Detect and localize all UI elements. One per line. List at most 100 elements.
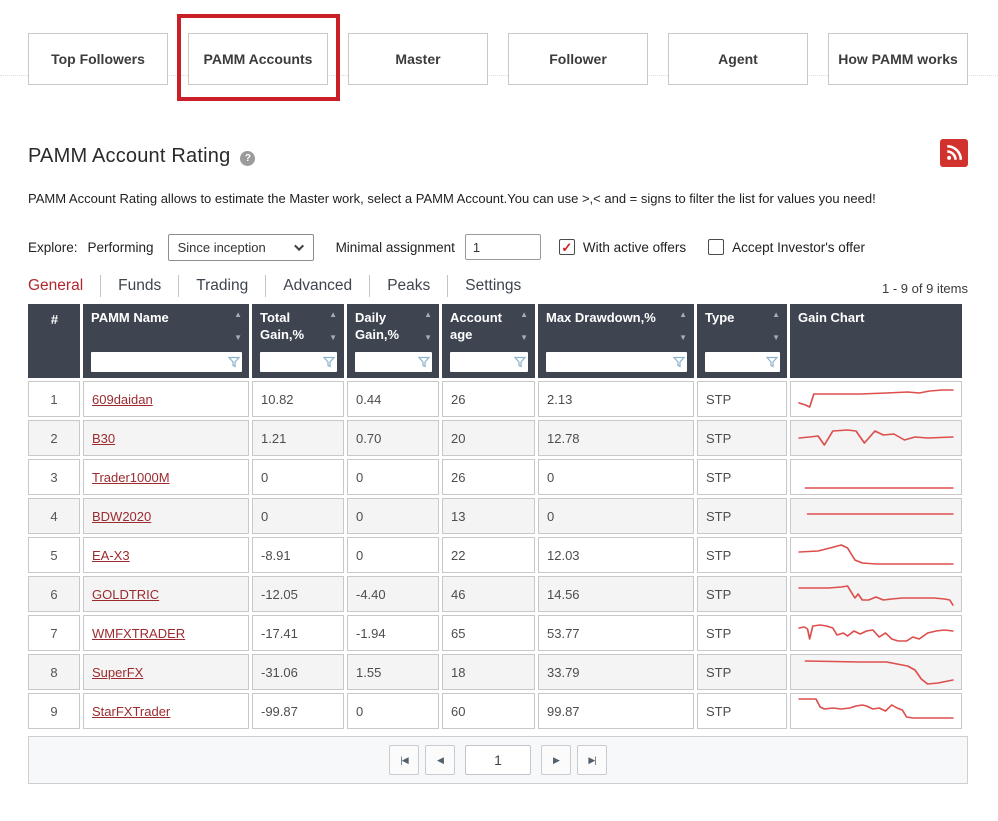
top-nav: Top Followers PAMM Accounts Master Follo… <box>0 14 998 101</box>
first-page-button[interactable]: |◀ <box>389 745 419 775</box>
row-index: 5 <box>28 537 80 573</box>
items-count: 1 - 9 of 9 items <box>882 281 968 296</box>
rss-feed-icon[interactable] <box>940 139 968 167</box>
type-cell: STP <box>697 498 787 534</box>
nav-master-button[interactable]: Master <box>348 33 488 85</box>
sort-arrows-icon[interactable]: ▲ ▼ <box>679 310 687 342</box>
tab-funds[interactable]: Funds <box>100 275 178 297</box>
type-cell: STP <box>697 615 787 651</box>
pamm-name-cell: B30 <box>83 420 249 456</box>
account-age-cell: 13 <box>442 498 535 534</box>
daily-gain-filter-input[interactable] <box>355 352 432 372</box>
with-active-offers-checkbox[interactable]: ✓ With active offers <box>558 239 687 255</box>
column-header-account-age[interactable]: Account age ▲ ▼ <box>442 304 535 378</box>
table-row: 3 Trader1000M 0 0 26 0 STP <box>28 459 962 495</box>
help-icon[interactable]: ? <box>240 150 256 166</box>
next-page-button[interactable]: ▶ <box>541 745 571 775</box>
pamm-name-link[interactable]: Trader1000M <box>92 469 170 485</box>
account-age-filter-input[interactable] <box>450 352 528 372</box>
gain-chart-cell <box>790 420 962 456</box>
previous-page-button[interactable]: ◀ <box>425 745 455 775</box>
total-gain-cell: 0 <box>252 459 344 495</box>
checkbox-box-unchecked <box>708 239 725 255</box>
period-select[interactable]: Since inception <box>167 233 314 261</box>
row-index: 8 <box>28 654 80 690</box>
with-active-offers-label: With active offers <box>582 239 687 255</box>
pamm-name-link[interactable]: WMFXTRADER <box>92 625 186 641</box>
filter-funnel-icon[interactable] <box>514 356 526 368</box>
accept-investors-offer-checkbox[interactable]: Accept Investor's offer <box>708 239 865 255</box>
table-row: 4 BDW2020 0 0 13 0 STP <box>28 498 962 534</box>
rss-glyph <box>947 144 963 160</box>
pamm-name-link[interactable]: GOLDTRIC <box>92 586 160 602</box>
tab-trading[interactable]: Trading <box>178 275 265 297</box>
header-row: # PAMM Name ▲ ▼ <box>28 304 962 378</box>
column-header-max-drawdown[interactable]: Max Drawdown,% ▲ ▼ <box>538 304 694 378</box>
gain-sparkline <box>798 544 954 565</box>
filter-funnel-icon[interactable] <box>418 356 430 368</box>
pagination-bar: |◀ ◀ ▶ ▶| <box>28 736 968 784</box>
pamm-name-filter-input[interactable] <box>91 352 242 372</box>
account-age-cell: 20 <box>442 420 535 456</box>
sort-arrows-icon[interactable]: ▲ ▼ <box>520 310 528 342</box>
sort-arrows-icon[interactable]: ▲ ▼ <box>424 310 432 342</box>
checkbox-box-checked: ✓ <box>558 239 575 255</box>
table-row: 1 609daidan 10.82 0.44 26 2.13 STP <box>28 381 962 417</box>
table-row: 2 B30 1.21 0.70 20 12.78 STP <box>28 420 962 456</box>
column-header-type[interactable]: Type ▲ ▼ <box>697 304 787 378</box>
total-gain-filter-input[interactable] <box>260 352 337 372</box>
filter-funnel-icon[interactable] <box>766 356 778 368</box>
filter-funnel-icon[interactable] <box>673 356 685 368</box>
pamm-name-link[interactable]: SuperFX <box>92 664 144 680</box>
tab-settings[interactable]: Settings <box>447 275 538 297</box>
pamm-name-cell: Trader1000M <box>83 459 249 495</box>
minimal-assignment-input[interactable] <box>464 234 541 260</box>
tab-advanced[interactable]: Advanced <box>265 275 369 297</box>
type-filter-input[interactable] <box>705 352 780 372</box>
pamm-name-link[interactable]: 609daidan <box>92 391 153 407</box>
pamm-name-cell: BDW2020 <box>83 498 249 534</box>
total-gain-cell: 0 <box>252 498 344 534</box>
gain-chart-cell <box>790 654 962 690</box>
pamm-name-link[interactable]: EA-X3 <box>92 547 130 563</box>
column-header-total-gain[interactable]: Total Gain,% ▲ ▼ <box>252 304 344 378</box>
pamm-name-cell: StarFXTrader <box>83 693 249 729</box>
column-header-daily-gain[interactable]: Daily Gain,% ▲ ▼ <box>347 304 439 378</box>
gain-chart-cell <box>790 537 962 573</box>
nav-pamm-accounts-button[interactable]: PAMM Accounts <box>188 33 328 85</box>
max-drawdown-cell: 53.77 <box>538 615 694 651</box>
column-header-gain-chart: Gain Chart <box>790 304 962 378</box>
tab-peaks[interactable]: Peaks <box>369 275 447 297</box>
pamm-name-link[interactable]: StarFXTrader <box>92 703 171 719</box>
pamm-name-cell: 609daidan <box>83 381 249 417</box>
daily-gain-cell: 0 <box>347 537 439 573</box>
check-icon: ✓ <box>561 239 573 255</box>
nav-agent-button[interactable]: Agent <box>668 33 808 85</box>
nav-follower-button[interactable]: Follower <box>508 33 648 85</box>
max-drawdown-cell: 14.56 <box>538 576 694 612</box>
pamm-name-link[interactable]: BDW2020 <box>92 508 152 524</box>
last-page-button[interactable]: ▶| <box>577 745 607 775</box>
account-age-cell: 65 <box>442 615 535 651</box>
gain-chart-cell <box>790 693 962 729</box>
page-number-input[interactable] <box>465 745 531 775</box>
max-drawdown-filter-input[interactable] <box>546 352 687 372</box>
sort-arrows-icon[interactable]: ▲ ▼ <box>772 310 780 342</box>
daily-gain-cell: 0 <box>347 693 439 729</box>
gain-chart-cell <box>790 459 962 495</box>
nav-how-pamm-works-button[interactable]: How PAMM works <box>828 33 968 85</box>
tab-general[interactable]: General <box>28 277 84 294</box>
total-gain-cell: 1.21 <box>252 420 344 456</box>
account-age-cell: 26 <box>442 381 535 417</box>
sort-arrows-icon[interactable]: ▲ ▼ <box>234 310 242 342</box>
sort-arrows-icon[interactable]: ▲ ▼ <box>329 310 337 342</box>
account-age-cell: 46 <box>442 576 535 612</box>
type-cell: STP <box>697 459 787 495</box>
max-drawdown-cell: 12.03 <box>538 537 694 573</box>
nav-top-followers-button[interactable]: Top Followers <box>28 33 168 85</box>
column-header-pamm-name[interactable]: PAMM Name ▲ ▼ <box>83 304 249 378</box>
filter-funnel-icon[interactable] <box>228 356 240 368</box>
filter-funnel-icon[interactable] <box>323 356 335 368</box>
tabs-row: General Funds Trading Advanced Peaks Set… <box>28 275 968 297</box>
pamm-name-link[interactable]: B30 <box>92 430 116 446</box>
